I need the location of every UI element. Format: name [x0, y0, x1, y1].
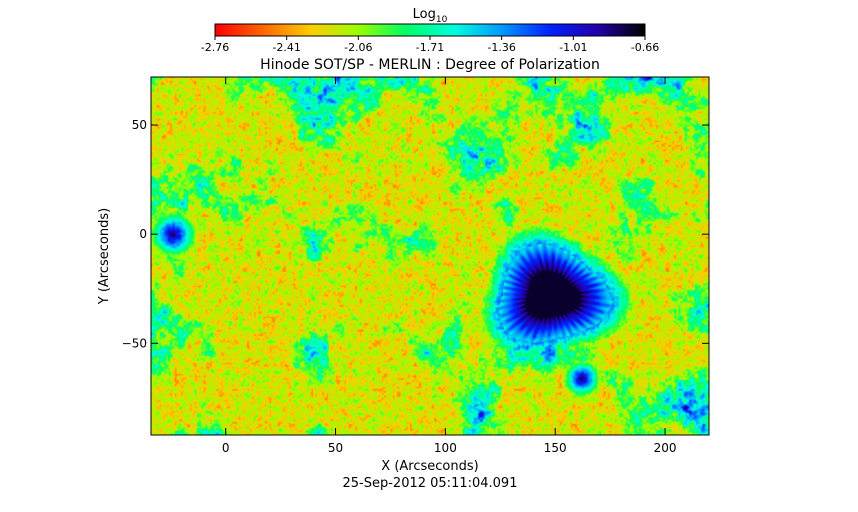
heatmap-image: [151, 77, 709, 435]
x-tick-label: 0: [222, 441, 230, 455]
colorbar-tick-label: -1.01: [559, 41, 587, 54]
x-axis-label: X (Arcseconds): [381, 459, 478, 474]
colorbar-bar: [214, 23, 646, 37]
y-tick-label: 0: [139, 227, 147, 241]
heatmap-canvas: [151, 77, 709, 435]
x-tick-label: 50: [328, 441, 343, 455]
colorbar-tick-label: -1.71: [416, 41, 444, 54]
colorbar-ticks: -2.76 -2.41 -2.06 -1.71 -1.36 -1.01 -0.66: [201, 36, 659, 54]
y-tick-label: 50: [132, 118, 147, 132]
y-tick-label: −50: [122, 336, 147, 350]
colorbar-tick-label: -1.36: [487, 41, 515, 54]
colorbar-tick-label: -2.76: [201, 41, 229, 54]
x-tick-label: 150: [544, 441, 567, 455]
x-tick-label: 100: [434, 441, 457, 455]
y-axis-label: Y (Arcseconds): [97, 208, 112, 305]
x-axis-ticks: 0 50 100 150 200: [222, 77, 677, 455]
x-tick-label: 200: [654, 441, 677, 455]
colorbar-label: Log10: [413, 7, 448, 25]
chart-title: Hinode SOT/SP - MERLIN : Degree of Polar…: [260, 57, 600, 73]
y-axis-ticks: −50 0 50: [122, 118, 709, 350]
colorbar-tick-label: -2.41: [272, 41, 300, 54]
colorbar-tick-label: -0.66: [631, 41, 659, 54]
timestamp: 25-Sep-2012 05:11:04.091: [343, 476, 518, 491]
plot-frame: [150, 76, 710, 436]
colorbar: Log10 -2.76 -2.41 -2.06 -1.71 -1.36 -1.01 -0.6…: [201, 7, 659, 54]
colorbar-tick-label: -2.06: [344, 41, 372, 54]
